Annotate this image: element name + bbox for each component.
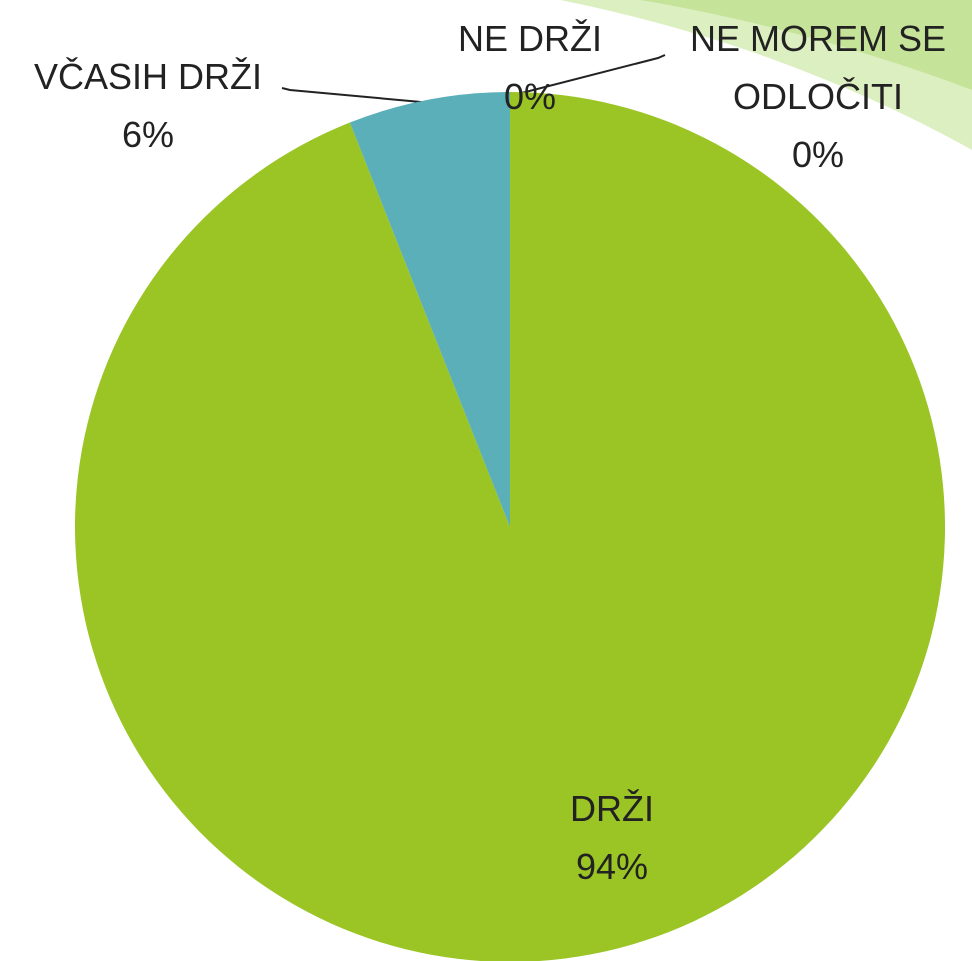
leader-line [281,87,433,104]
pie-slice [349,92,510,527]
decoration [640,0,972,90]
leader-line [509,54,666,97]
slice-label: NE MOREM SE ODLOČITI [689,18,947,117]
pie-slice [75,92,945,961]
slice-value: 94% [575,846,649,887]
slice-value: 0% [503,76,557,117]
slice-label: NE DRŽI [458,18,602,59]
slice-value: 0% [791,134,845,175]
slice-value: 6% [121,114,175,155]
slice-label: DRŽI [570,788,654,829]
slice-label: VČASIH DRŽI [33,56,263,97]
